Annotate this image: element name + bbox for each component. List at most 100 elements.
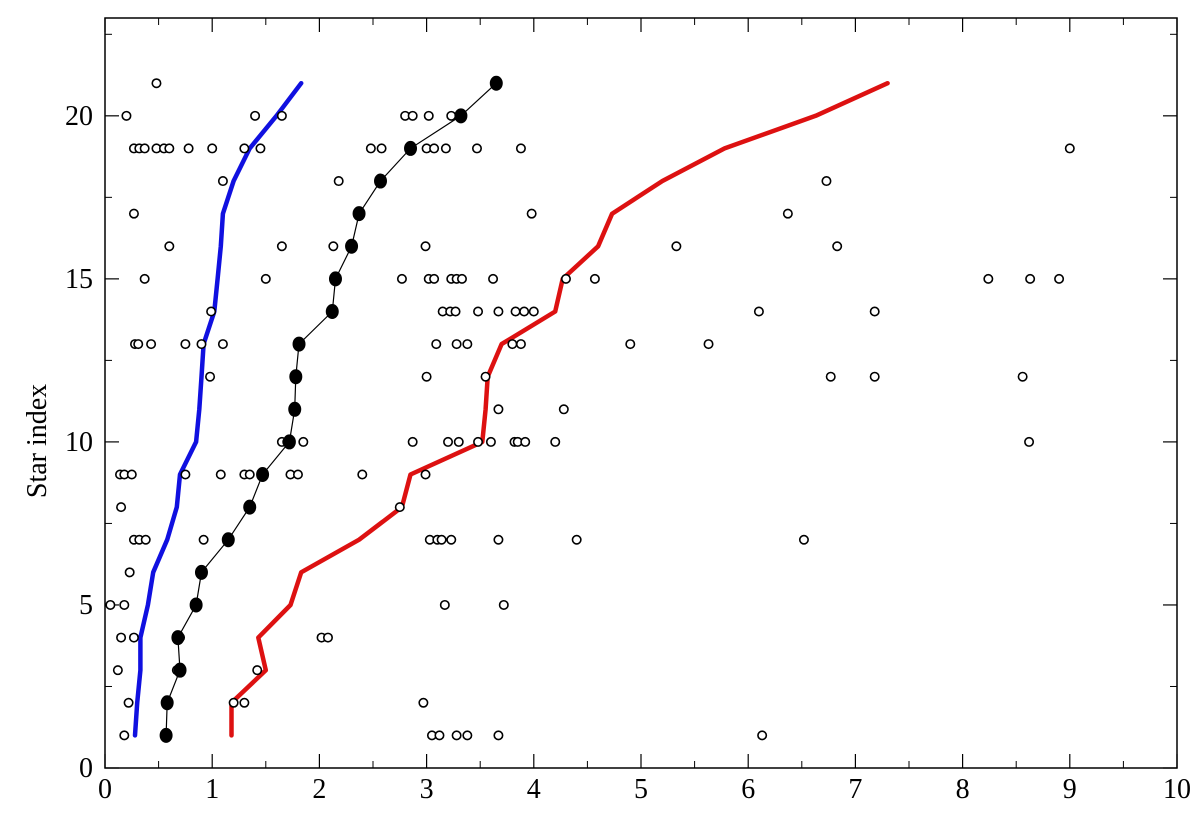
open-marker <box>528 306 539 317</box>
open-marker <box>480 371 491 382</box>
open-marker <box>510 306 521 317</box>
filled-marker <box>352 206 366 222</box>
x-tick-label: 10 <box>1163 774 1191 805</box>
open-marker <box>121 110 132 121</box>
open-marker <box>133 339 144 350</box>
open-marker <box>519 306 530 317</box>
open-marker <box>124 567 135 578</box>
open-marker <box>507 339 518 350</box>
filled-marker <box>288 401 302 417</box>
open-marker <box>869 306 880 317</box>
open-marker <box>515 143 526 154</box>
filled-marker <box>189 597 203 613</box>
x-tick-label: 5 <box>634 774 648 805</box>
filled-marker <box>404 140 418 156</box>
open-marker <box>128 632 139 643</box>
filled-marker <box>289 369 303 385</box>
red-curve <box>229 80 890 738</box>
open-marker <box>421 371 432 382</box>
filled-marker <box>159 727 173 743</box>
open-marker <box>589 273 600 284</box>
filled-marker <box>243 499 257 515</box>
open-marker <box>116 632 127 643</box>
open-marker <box>420 469 431 480</box>
open-marker <box>260 273 271 284</box>
open-marker <box>180 469 191 480</box>
x-tick-label: 8 <box>956 774 970 805</box>
open-marker <box>1025 273 1036 284</box>
x-axis-ticks: 0 1 2 3 4 5 6 7 8 9 10 <box>98 18 1191 805</box>
y-axis-ticks: 0 5 10 15 20 <box>65 33 1177 784</box>
open-marker <box>206 306 217 317</box>
filled-marker <box>194 564 208 580</box>
open-marker <box>420 241 431 252</box>
open-marker <box>255 143 266 154</box>
open-marker <box>292 469 303 480</box>
open-marker <box>436 534 447 545</box>
filled-marker <box>345 238 359 254</box>
series-markers <box>105 75 1075 743</box>
open-marker <box>450 306 461 317</box>
open-marker <box>439 599 450 610</box>
filled-marker <box>292 336 306 352</box>
open-marker <box>244 469 255 480</box>
open-marker <box>493 306 504 317</box>
open-marker <box>753 306 764 317</box>
open-marker <box>571 534 582 545</box>
open-marker <box>832 241 843 252</box>
open-marker <box>396 273 407 284</box>
open-marker <box>456 273 467 284</box>
filled-marker <box>221 532 235 548</box>
open-marker <box>407 110 418 121</box>
x-tick-label: 6 <box>741 774 755 805</box>
series-lines <box>132 80 890 738</box>
open-marker <box>558 404 569 415</box>
open-marker <box>825 371 836 382</box>
open-marker <box>434 730 445 741</box>
open-marker <box>471 143 482 154</box>
x-tick-label: 2 <box>312 774 326 805</box>
open-marker <box>520 436 531 447</box>
open-marker <box>119 730 130 741</box>
open-marker <box>394 502 405 513</box>
x-tick-label: 3 <box>420 774 434 805</box>
filled-marker <box>160 695 174 711</box>
open-marker <box>119 599 130 610</box>
open-marker <box>493 404 504 415</box>
open-marker <box>164 241 175 252</box>
open-marker <box>453 436 464 447</box>
open-marker <box>440 143 451 154</box>
open-marker <box>418 697 429 708</box>
open-marker <box>217 176 228 187</box>
open-marker <box>473 436 484 447</box>
open-marker <box>164 143 175 154</box>
filled-marker <box>489 75 503 91</box>
open-marker <box>485 436 496 447</box>
open-marker <box>328 241 339 252</box>
open-marker <box>123 697 134 708</box>
y-tick-label: 5 <box>79 590 93 621</box>
open-marker <box>217 339 228 350</box>
open-marker <box>1024 436 1035 447</box>
open-marker <box>298 436 309 447</box>
open-marker <box>429 273 440 284</box>
filled-marker <box>454 108 468 124</box>
open-marker <box>473 306 484 317</box>
open-marker <box>757 730 768 741</box>
open-marker <box>180 339 191 350</box>
open-marker <box>365 143 376 154</box>
open-marker <box>429 143 440 154</box>
open-marker <box>139 273 150 284</box>
open-marker <box>498 599 509 610</box>
open-marker <box>625 339 636 350</box>
open-marker <box>357 469 368 480</box>
x-tick-label: 1 <box>205 774 219 805</box>
open-marker <box>376 143 387 154</box>
open-marker <box>151 78 162 89</box>
y-axis-label: Star index <box>22 384 53 498</box>
open-marker <box>276 241 287 252</box>
open-marker <box>451 339 462 350</box>
blue-curve <box>132 80 304 738</box>
open-marker <box>493 730 504 741</box>
